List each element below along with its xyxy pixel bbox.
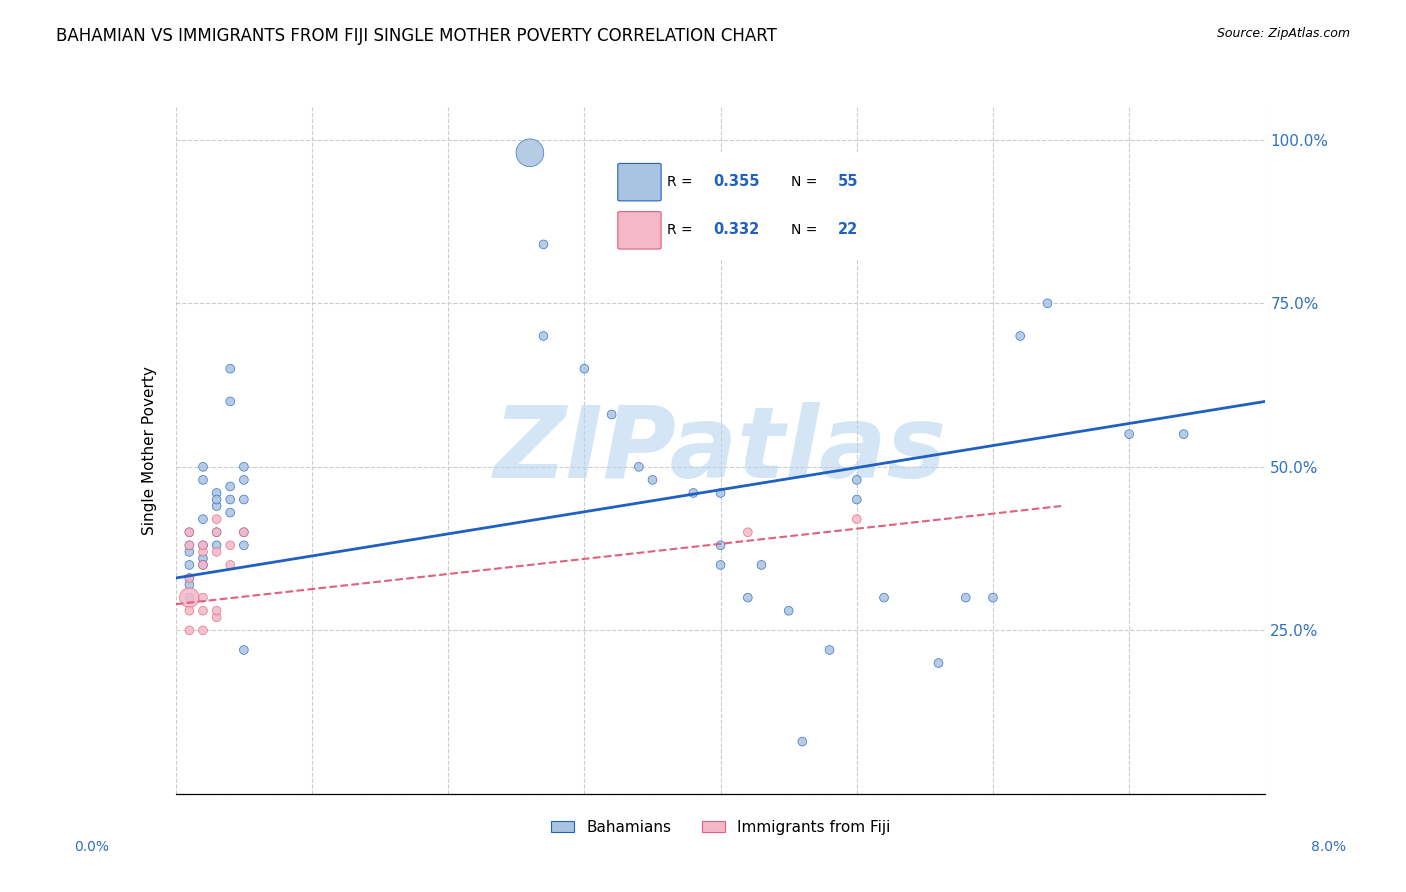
Point xyxy=(205,525,228,540)
Point xyxy=(232,538,254,552)
Point xyxy=(845,512,868,526)
Point xyxy=(792,734,814,748)
Text: N =: N = xyxy=(792,175,821,188)
Point xyxy=(205,512,228,526)
Point xyxy=(179,525,201,540)
Point xyxy=(205,538,228,552)
Point xyxy=(191,459,214,474)
Point xyxy=(205,604,228,618)
Point xyxy=(219,492,242,507)
Point xyxy=(179,558,201,572)
Point xyxy=(845,473,868,487)
Point xyxy=(778,604,800,618)
Text: 0.355: 0.355 xyxy=(714,174,761,189)
Point xyxy=(1173,427,1195,442)
Point xyxy=(191,473,214,487)
Y-axis label: Single Mother Poverty: Single Mother Poverty xyxy=(142,366,157,535)
Point xyxy=(179,571,201,585)
Point xyxy=(533,329,555,343)
Point xyxy=(191,591,214,605)
Point xyxy=(873,591,896,605)
Point xyxy=(818,643,841,657)
FancyBboxPatch shape xyxy=(617,211,661,249)
Text: 0.0%: 0.0% xyxy=(75,840,108,855)
Point xyxy=(751,558,773,572)
Point xyxy=(737,525,759,540)
Point xyxy=(232,473,254,487)
Point xyxy=(179,604,201,618)
Point xyxy=(232,492,254,507)
Point xyxy=(191,538,214,552)
Legend: Bahamians, Immigrants from Fiji: Bahamians, Immigrants from Fiji xyxy=(546,814,896,841)
Point xyxy=(219,394,242,409)
Point xyxy=(1010,329,1032,343)
Point xyxy=(179,571,201,585)
Text: 22: 22 xyxy=(838,222,858,237)
Point xyxy=(219,506,242,520)
Point xyxy=(219,558,242,572)
Point xyxy=(191,545,214,559)
Point xyxy=(191,604,214,618)
Point xyxy=(928,656,950,670)
Point xyxy=(179,545,201,559)
Point xyxy=(641,473,664,487)
FancyBboxPatch shape xyxy=(617,163,661,201)
Point xyxy=(955,591,977,605)
Point xyxy=(205,499,228,513)
Point xyxy=(191,538,214,552)
Point xyxy=(219,538,242,552)
Point xyxy=(219,479,242,493)
Point xyxy=(627,459,650,474)
Text: 8.0%: 8.0% xyxy=(1312,840,1346,855)
Point xyxy=(574,361,596,376)
Point xyxy=(232,525,254,540)
Point xyxy=(519,145,541,160)
Text: R =: R = xyxy=(668,223,697,236)
Point xyxy=(179,525,201,540)
Point xyxy=(205,545,228,559)
Point xyxy=(1036,296,1059,310)
Point xyxy=(179,591,201,605)
Point xyxy=(232,525,254,540)
Text: R =: R = xyxy=(668,175,697,188)
Point xyxy=(600,408,623,422)
Point xyxy=(981,591,1004,605)
Text: ZIPatlas: ZIPatlas xyxy=(494,402,948,499)
Text: N =: N = xyxy=(792,223,821,236)
Text: BAHAMIAN VS IMMIGRANTS FROM FIJI SINGLE MOTHER POVERTY CORRELATION CHART: BAHAMIAN VS IMMIGRANTS FROM FIJI SINGLE … xyxy=(56,27,778,45)
Point xyxy=(533,237,555,252)
Point xyxy=(845,492,868,507)
Point xyxy=(682,486,704,500)
Text: Source: ZipAtlas.com: Source: ZipAtlas.com xyxy=(1216,27,1350,40)
Point xyxy=(710,558,733,572)
Point xyxy=(179,591,201,605)
Point xyxy=(191,512,214,526)
Point xyxy=(191,558,214,572)
Point xyxy=(191,558,214,572)
Text: 55: 55 xyxy=(838,174,858,189)
Point xyxy=(179,624,201,638)
Point xyxy=(219,361,242,376)
Point xyxy=(191,624,214,638)
Point xyxy=(205,486,228,500)
Point xyxy=(737,591,759,605)
Point xyxy=(205,610,228,624)
Text: 0.332: 0.332 xyxy=(714,222,759,237)
Point xyxy=(710,486,733,500)
Point xyxy=(191,551,214,566)
Point xyxy=(710,538,733,552)
Point xyxy=(179,538,201,552)
Point xyxy=(1118,427,1140,442)
Point xyxy=(205,525,228,540)
Point xyxy=(232,459,254,474)
Point xyxy=(205,492,228,507)
Point xyxy=(179,538,201,552)
Point xyxy=(232,643,254,657)
FancyBboxPatch shape xyxy=(606,150,927,260)
Point xyxy=(179,577,201,591)
